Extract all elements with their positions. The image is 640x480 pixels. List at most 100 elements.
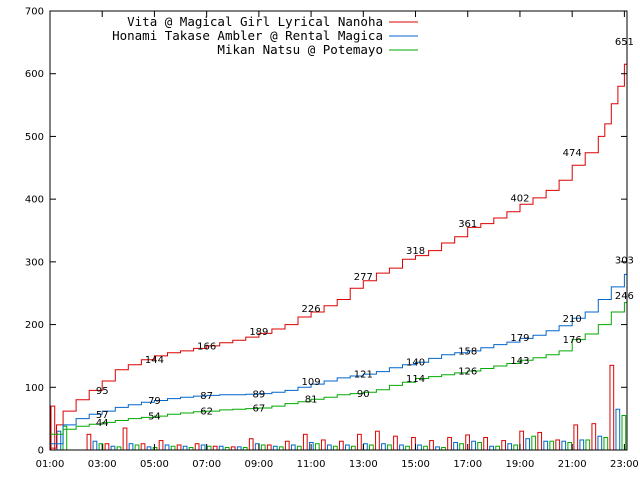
hourly-bar (320, 439, 326, 451)
x-tick-label: 21:00 (558, 459, 587, 470)
legend-label: Vita @ Magical Girl Lyrical Nanoha (127, 14, 383, 29)
series-line (50, 260, 628, 445)
x-axis: 01:00 03:00 05:00 07:00 09:00 11:00 13:00 15:00… (36, 11, 639, 470)
data-label: 226 (302, 304, 321, 315)
data-label: 210 (563, 314, 582, 325)
data-label: 651 (615, 37, 634, 48)
data-label: 474 (563, 148, 582, 159)
data-label: 81 (305, 395, 318, 406)
hourly-bar (218, 445, 224, 451)
hourly-bar (110, 445, 116, 451)
x-tick-label: 05:00 (140, 459, 169, 470)
hourly-bar (543, 440, 549, 451)
series-line (50, 295, 628, 435)
hourly-bar (417, 444, 422, 451)
x-tick-label: 11:00 (297, 459, 326, 470)
data-label: 361 (458, 219, 477, 230)
hourly-bar (158, 440, 164, 451)
hourly-bar (603, 436, 609, 451)
data-label: 114 (406, 374, 425, 385)
hourly-bar (272, 445, 278, 451)
data-label: 67 (253, 403, 266, 414)
x-tick-label: 01:00 (36, 459, 65, 470)
hourly-bar (200, 444, 206, 451)
plot-frame (49, 10, 628, 451)
hourly-bar (194, 443, 200, 451)
hourly-bar (411, 436, 416, 451)
data-label: 318 (406, 246, 425, 257)
hourly-bar (326, 444, 332, 451)
hourly-bar (332, 445, 338, 451)
data-label: 144 (145, 355, 164, 366)
hourly-bar (176, 444, 182, 451)
data-label: 303 (615, 255, 634, 266)
hourly-bar (591, 423, 597, 451)
data-label: 140 (406, 358, 425, 369)
y-tick-label: 100 (25, 383, 44, 394)
hourly-bar (429, 440, 434, 451)
hourly-bar (531, 435, 537, 451)
hourly-bar (549, 440, 555, 451)
hourly-bar (525, 438, 531, 451)
data-labels: 95 144 166 189 226 277 318 361 402 474 651 57 79 87 89… (96, 37, 634, 429)
hourly-bar (314, 443, 320, 451)
hourly-bar (134, 444, 140, 451)
hourly-bar (357, 433, 362, 451)
data-label: 62 (200, 407, 213, 418)
hourly-bar (399, 444, 404, 451)
x-tick-label: 13:00 (349, 459, 378, 470)
data-label: 57 (96, 410, 109, 421)
hourly-bar (351, 445, 356, 451)
hourly-bar (579, 439, 585, 451)
data-label: 179 (510, 333, 529, 344)
legend: Vita @ Magical Girl Lyrical NanohaHonami… (112, 14, 418, 57)
hourly-bar (615, 408, 621, 451)
hourly-bar (164, 444, 170, 451)
hourly-bar (248, 438, 254, 451)
hourly-bar (483, 436, 488, 451)
hourly-bar (122, 427, 128, 451)
hourly-bar (489, 445, 494, 451)
hourly-bar (453, 441, 458, 451)
hourly-bar (447, 436, 452, 451)
x-tick-label: 09:00 (244, 459, 273, 470)
data-label: 126 (458, 366, 477, 377)
legend-label: Mikan Natsu @ Potemayo (217, 42, 383, 57)
hourly-bar (260, 444, 266, 451)
y-tick-label: 500 (25, 132, 44, 143)
x-tick-label: 19:00 (506, 459, 535, 470)
hourly-bar (513, 444, 519, 451)
hourly-bar (206, 445, 212, 451)
hourly-bar (284, 440, 290, 451)
data-label: 277 (354, 272, 373, 283)
hourly-bar (128, 443, 134, 451)
data-label: 95 (96, 386, 109, 397)
x-tick-label: 23:00 (610, 459, 639, 470)
hourly-bar (339, 440, 344, 451)
data-label: 402 (510, 193, 529, 204)
data-label: 109 (302, 377, 321, 388)
y-tick-label: 700 (25, 7, 44, 18)
hourly-bar (345, 444, 350, 451)
hourly-bar (296, 445, 302, 451)
hourly-bar (182, 445, 188, 451)
data-label: 143 (510, 356, 529, 367)
x-tick-label: 15:00 (401, 459, 430, 470)
data-label: 246 (615, 291, 634, 302)
hourly-bar (375, 430, 380, 451)
hourly-bar (507, 443, 513, 451)
y-tick-label: 400 (25, 195, 44, 206)
hourly-bar (471, 440, 476, 451)
hourly-bar (609, 364, 615, 451)
data-label: 79 (148, 396, 161, 407)
data-label: 87 (200, 391, 213, 402)
hourly-bar (495, 445, 500, 451)
x-tick-label: 03:00 (88, 459, 117, 470)
data-label: 90 (357, 389, 370, 400)
cumulative-lines (50, 41, 628, 449)
y-axis: 0 100 200 300 400 500 600 700 (25, 7, 627, 457)
hourly-bar (104, 443, 110, 451)
y-tick-label: 0 (38, 446, 44, 457)
hourly-bar (92, 440, 98, 451)
